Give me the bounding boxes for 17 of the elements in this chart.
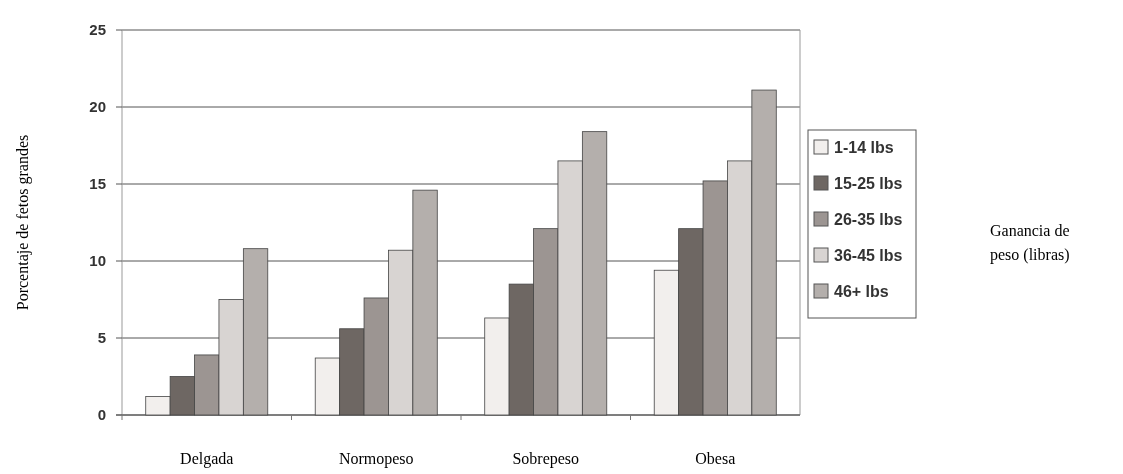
legend-label: 36-45 lbs: [834, 246, 903, 264]
legend-label: 26-35 lbs: [834, 210, 903, 228]
x-tick-label: Normopeso: [338, 449, 414, 468]
x-tick-label: Delgada: [180, 449, 234, 468]
y-tick-label: 0: [97, 406, 106, 424]
y-tick-label: 20: [89, 98, 106, 116]
legend-label: 1-14 lbs: [834, 138, 894, 156]
y-tick-label: 10: [89, 252, 106, 270]
legend-label: 15-25 lbs: [834, 174, 903, 192]
y-tick-label: 15: [89, 175, 106, 193]
x-tick-label: Sobrepeso: [512, 449, 580, 468]
legend-label: 46+ lbs: [834, 282, 889, 300]
y-tick-label: 5: [97, 329, 106, 347]
y-axis-title: Porcentaje de fetos grandes: [14, 134, 32, 311]
legend-title: Ganancia de peso (libras): [990, 222, 1070, 264]
x-tick-label: Obesa: [695, 449, 736, 467]
y-tick-label: 25: [89, 21, 106, 39]
